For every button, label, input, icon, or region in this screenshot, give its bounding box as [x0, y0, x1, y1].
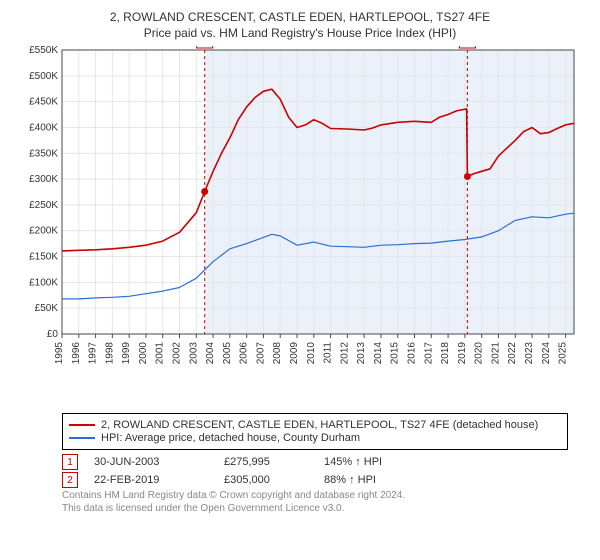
svg-text:1: 1	[202, 46, 208, 47]
svg-text:£400K: £400K	[29, 122, 58, 133]
sale-price: £305,000	[224, 474, 324, 486]
price-chart: £0 £50K £100K £150K £200K £250K £300K £350K £400…	[12, 46, 588, 406]
svg-text:2022: 2022	[507, 342, 518, 365]
svg-text:2019: 2019	[457, 342, 468, 365]
svg-text:£0: £0	[47, 329, 59, 340]
svg-text:£100K: £100K	[29, 277, 58, 288]
sale-diff: 88% ↑ HPI	[324, 474, 424, 486]
legend-item-price-paid: 2, ROWLAND CRESCENT, CASTLE EDEN, HARTLE…	[69, 419, 561, 431]
chart-title: 2, ROWLAND CRESCENT, CASTLE EDEN, HARTLE…	[12, 10, 588, 24]
sales-row: 2 22-FEB-2019 £305,000 88% ↑ HPI	[62, 472, 568, 488]
svg-text:2016: 2016	[407, 342, 418, 365]
legend: 2, ROWLAND CRESCENT, CASTLE EDEN, HARTLE…	[62, 413, 568, 450]
svg-text:2002: 2002	[172, 342, 183, 365]
svg-text:2024: 2024	[541, 342, 552, 365]
footer-line: Contains HM Land Registry data © Crown c…	[62, 490, 568, 503]
svg-text:2020: 2020	[474, 342, 485, 365]
sales-table: 1 30-JUN-2003 £275,995 145% ↑ HPI 2 22-F…	[62, 454, 568, 488]
svg-text:2007: 2007	[255, 342, 266, 365]
sale-date: 30-JUN-2003	[94, 456, 224, 468]
svg-text:2003: 2003	[188, 342, 199, 365]
svg-text:1996: 1996	[71, 342, 82, 365]
sale-marker-icon: 2	[62, 472, 78, 488]
svg-text:£150K: £150K	[29, 252, 58, 263]
svg-text:£350K: £350K	[29, 148, 58, 159]
footer: Contains HM Land Registry data © Crown c…	[62, 490, 568, 515]
svg-text:2013: 2013	[356, 342, 367, 365]
svg-text:£450K: £450K	[29, 97, 58, 108]
svg-text:2015: 2015	[390, 342, 401, 365]
svg-text:1998: 1998	[104, 342, 115, 365]
svg-text:2017: 2017	[423, 342, 434, 365]
svg-text:£550K: £550K	[29, 46, 58, 56]
svg-text:2025: 2025	[558, 342, 569, 365]
sale-marker-icon: 1	[62, 454, 78, 470]
svg-text:£50K: £50K	[35, 303, 59, 314]
svg-text:1999: 1999	[121, 342, 132, 365]
svg-text:1997: 1997	[88, 342, 99, 365]
svg-text:£200K: £200K	[29, 226, 58, 237]
svg-text:£250K: £250K	[29, 200, 58, 211]
svg-text:2: 2	[465, 46, 471, 47]
sale-price: £275,995	[224, 456, 324, 468]
sale-diff: 145% ↑ HPI	[324, 456, 424, 468]
svg-text:2023: 2023	[524, 342, 535, 365]
svg-text:2006: 2006	[239, 342, 250, 365]
svg-text:2009: 2009	[289, 342, 300, 365]
svg-text:1995: 1995	[54, 342, 65, 365]
svg-text:£500K: £500K	[29, 71, 58, 82]
legend-item-hpi: HPI: Average price, detached house, Coun…	[69, 432, 561, 444]
svg-text:2018: 2018	[440, 342, 451, 365]
svg-text:2005: 2005	[222, 342, 233, 365]
legend-label-hpi: HPI: Average price, detached house, Coun…	[101, 432, 360, 444]
chart-subtitle: Price paid vs. HM Land Registry's House …	[12, 26, 588, 40]
svg-text:2004: 2004	[205, 342, 216, 365]
svg-text:2001: 2001	[155, 342, 166, 365]
svg-text:2011: 2011	[323, 342, 334, 364]
svg-text:2021: 2021	[490, 342, 501, 365]
sale-date: 22-FEB-2019	[94, 474, 224, 486]
svg-text:2014: 2014	[373, 342, 384, 365]
swatch-hpi	[69, 437, 95, 439]
chart-container: 2, ROWLAND CRESCENT, CASTLE EDEN, HARTLE…	[0, 0, 600, 560]
svg-text:£300K: £300K	[29, 174, 58, 185]
swatch-price-paid	[69, 424, 95, 426]
legend-label-price-paid: 2, ROWLAND CRESCENT, CASTLE EDEN, HARTLE…	[101, 419, 538, 431]
svg-text:2012: 2012	[339, 342, 350, 365]
svg-text:2008: 2008	[272, 342, 283, 365]
footer-line: This data is licensed under the Open Gov…	[62, 503, 568, 516]
sales-row: 1 30-JUN-2003 £275,995 145% ↑ HPI	[62, 454, 568, 470]
svg-text:2010: 2010	[306, 342, 317, 365]
svg-text:2000: 2000	[138, 342, 149, 365]
